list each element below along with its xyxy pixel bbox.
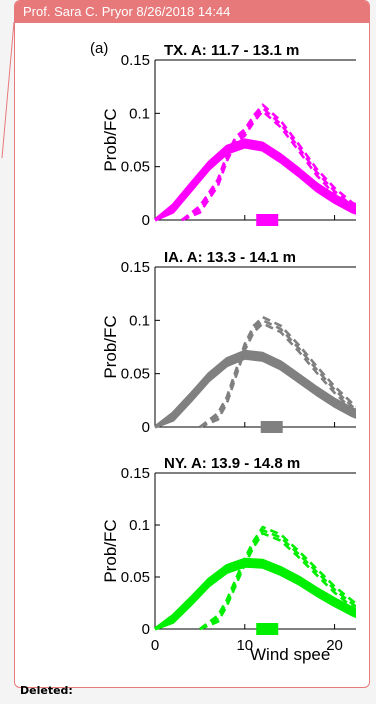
series-line-dashed [199, 532, 356, 631]
series-line [154, 352, 356, 429]
mean-marker [256, 214, 279, 226]
series-line [154, 560, 356, 631]
series-line [153, 138, 356, 222]
series-line [154, 349, 356, 429]
y-tick-label: 0.05 [121, 159, 150, 176]
mean-marker [260, 421, 283, 433]
series-line [154, 141, 356, 222]
series-line-dashed [199, 315, 356, 429]
y-tick-label: 0.1 [129, 517, 150, 534]
y-tick-label: 0 [142, 419, 150, 436]
series-line [154, 557, 356, 631]
x-tick-label: 0 [151, 637, 159, 654]
y-tick-label: 0.1 [129, 312, 150, 329]
y-tick-label: 0.05 [121, 569, 150, 586]
comment-bubble[interactable]: Prof. Sara C. Pryor 8/26/2018 14:44 [14, 0, 370, 688]
panel-title: NY. A: 13.9 - 14.8 m [164, 455, 300, 472]
x-axis-label: Wind spee [250, 645, 330, 664]
series-line-dashed [181, 103, 356, 222]
series-line-dashed [199, 322, 356, 429]
y-tick-label: 0.15 [121, 259, 150, 276]
panel-tag: (a) [90, 40, 108, 57]
y-tick-label: 0 [142, 212, 150, 229]
series-line [154, 562, 356, 631]
series-line [154, 559, 356, 631]
comment-connector-line [1, 21, 15, 159]
panel-2 [154, 266, 356, 433]
panel-title: IA. A: 13.3 - 14.1 m [164, 249, 296, 266]
series-line [154, 142, 356, 222]
y-tick-label: 0.05 [121, 366, 150, 383]
y-axis-label: Prob/FC [101, 315, 120, 378]
panel-title: TX. A: 11.7 - 13.1 m [164, 42, 299, 59]
series-line [154, 143, 356, 222]
x-tick-label: 20 [326, 637, 343, 654]
mean-marker [256, 623, 279, 635]
y-axis-label: Prob/FC [101, 108, 120, 171]
y-tick-label: 0.15 [121, 52, 150, 69]
series-line [154, 145, 356, 222]
series-line-dashed [199, 525, 356, 631]
panel-3 [154, 472, 356, 635]
series-line-dashed [199, 528, 356, 631]
y-tick-label: 0.1 [129, 105, 150, 122]
y-tick-label: 0.15 [121, 465, 150, 482]
comment-header: Prof. Sara C. Pryor 8/26/2018 14:44 [15, 1, 369, 23]
x-tick-label: 10 [236, 637, 253, 654]
series-line [154, 350, 356, 429]
y-axis-label: Prob/FC [101, 519, 120, 582]
figure-canvas: (a) Wind spee 0 0.05 0.1 0.15 TX. A: 11.7 - … [90, 40, 356, 664]
series-line-dashed [199, 319, 356, 429]
y-tick-label: 0 [142, 621, 150, 638]
series-line [154, 139, 356, 222]
series-line [154, 561, 356, 631]
panel-1 [153, 59, 356, 226]
deleted-label: Deleted: [20, 684, 73, 697]
